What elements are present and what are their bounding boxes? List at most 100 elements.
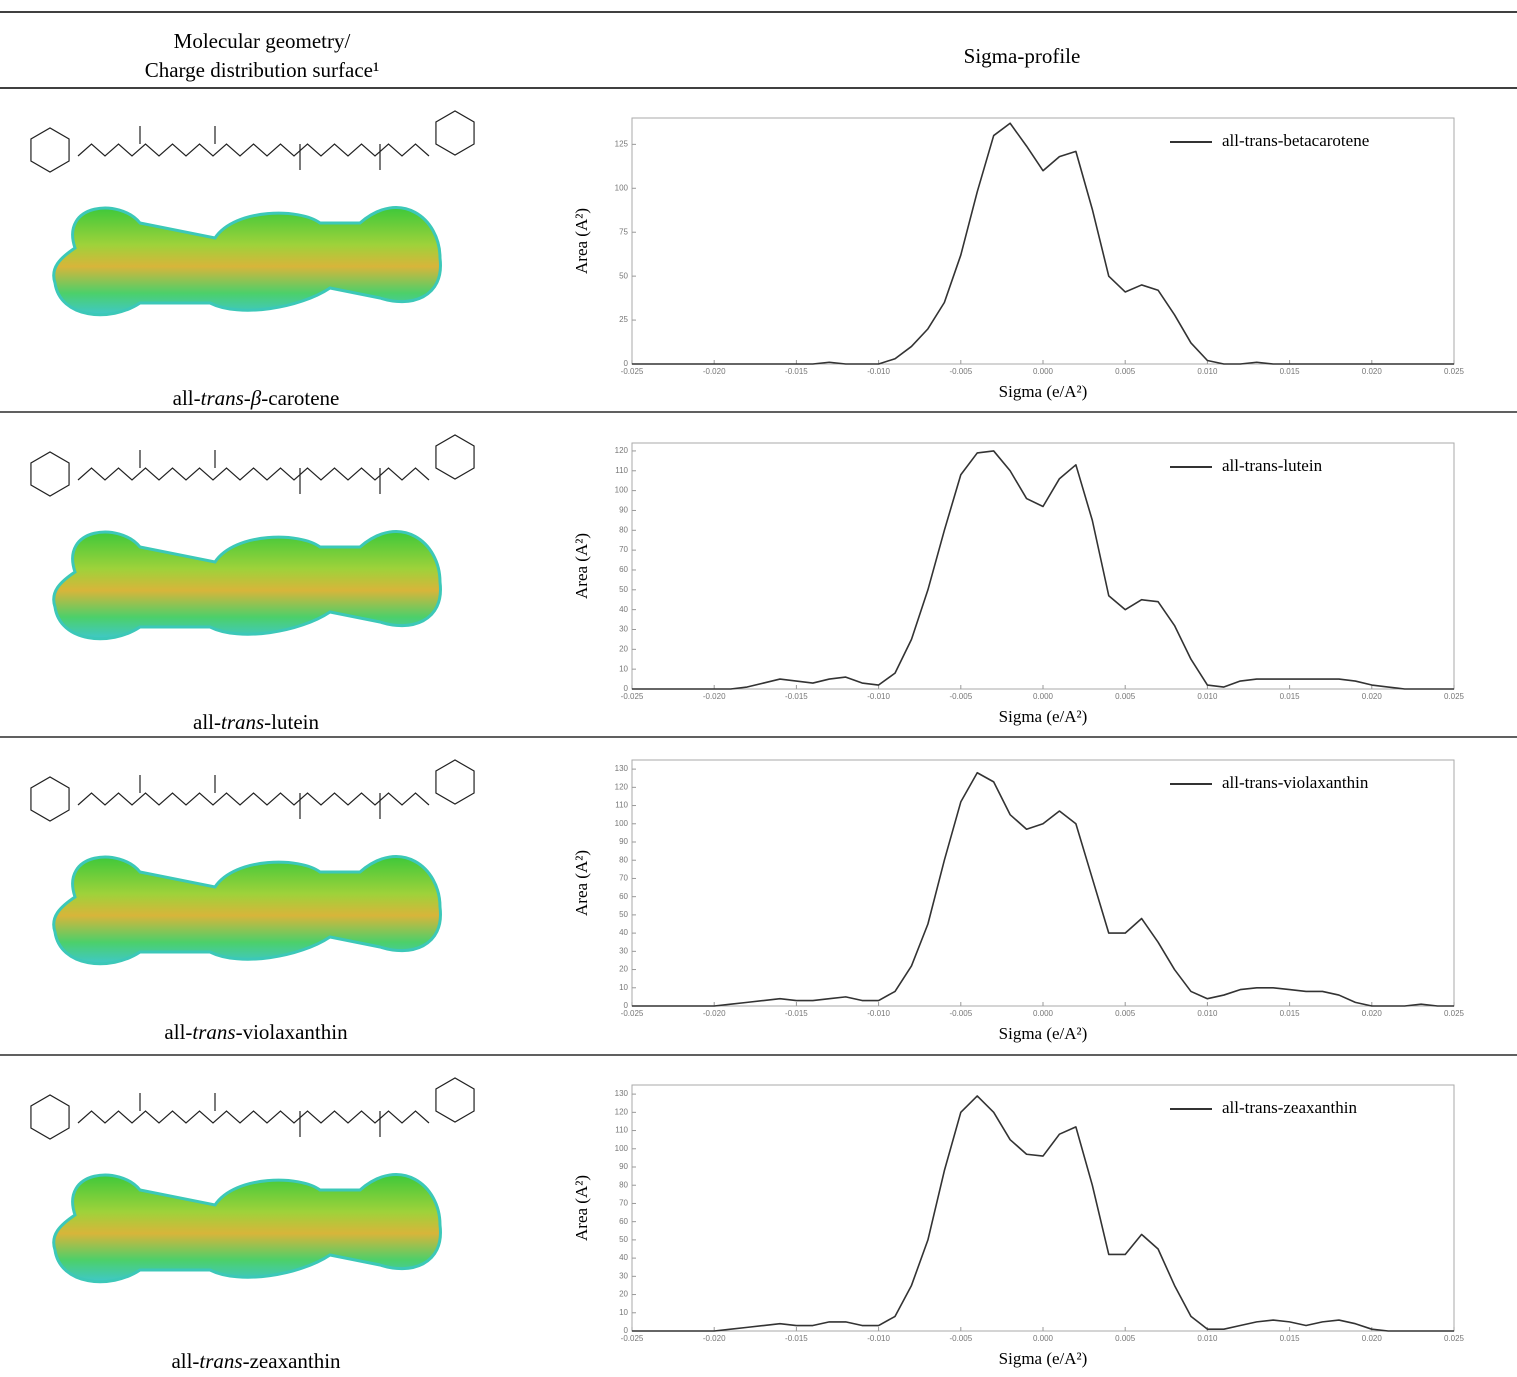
skeletal-ring (436, 111, 474, 155)
x-tick-label: 0.000 (1033, 692, 1054, 701)
x-tick-label: 0.010 (1197, 692, 1218, 701)
skeletal-ring (31, 777, 69, 821)
molecule-name-part: all- (193, 710, 221, 734)
molecule-name: all-trans-zeaxanthin (171, 1349, 341, 1373)
y-tick-label: 120 (615, 1107, 629, 1116)
x-tick-label: 0.020 (1362, 1009, 1383, 1018)
x-tick-label: 0.025 (1444, 1009, 1465, 1018)
x-tick-label: 0.020 (1362, 692, 1383, 701)
skeletal-chain (78, 144, 429, 156)
x-tick-label: 0.005 (1115, 1334, 1136, 1343)
plot-frame (632, 760, 1454, 1006)
x-tick-label: 0.010 (1197, 367, 1218, 376)
molecule-name-part: trans (199, 1349, 242, 1373)
y-tick-label: 130 (615, 1089, 629, 1098)
molecule-name-part: -violaxanthin (236, 1020, 348, 1044)
column-header: Molecular geometry/ (174, 29, 351, 53)
x-tick-label: 0.025 (1444, 692, 1465, 701)
molecule-name-part: -carotene (261, 386, 339, 410)
x-tick-label: -0.005 (949, 367, 972, 376)
series-line (632, 1096, 1454, 1331)
y-tick-label: 80 (619, 525, 628, 534)
y-tick-label: 90 (619, 837, 628, 846)
y-tick-label: 100 (615, 819, 629, 828)
x-axis-title: Sigma (e/A²) (999, 1024, 1088, 1043)
x-tick-label: 0.010 (1197, 1009, 1218, 1018)
y-tick-label: 120 (615, 446, 629, 455)
x-tick-label: -0.020 (703, 1009, 726, 1018)
skeletal-ring (436, 1078, 474, 1122)
x-tick-label: -0.010 (867, 1334, 890, 1343)
y-tick-label: 20 (619, 644, 628, 653)
x-tick-label: -0.025 (621, 367, 644, 376)
charge-surface (54, 532, 441, 639)
molecule-sketch (31, 760, 474, 964)
y-tick-label: 90 (619, 506, 628, 515)
x-axis-title: Sigma (e/A²) (999, 1349, 1088, 1368)
table-figure: Molecular geometry/ Charge distribution … (0, 0, 1517, 1377)
x-axis-title: Sigma (e/A²) (999, 707, 1088, 726)
y-tick-label: 70 (619, 874, 628, 883)
y-tick-label: 110 (615, 1126, 628, 1135)
y-axis-title: Area (A²) (572, 850, 591, 916)
x-tick-label: 0.020 (1362, 1334, 1383, 1343)
y-tick-label: 30 (619, 1271, 628, 1280)
x-tick-label: 0.005 (1115, 367, 1136, 376)
skeletal-chain (78, 1111, 429, 1123)
x-tick-label: 0.025 (1444, 1334, 1465, 1343)
molecule-name: all-trans-lutein (193, 710, 319, 734)
y-tick-label: 30 (619, 625, 628, 634)
molecule-name-part: all- (164, 1020, 192, 1044)
y-tick-label: 100 (615, 486, 629, 495)
y-tick-label: 90 (619, 1162, 628, 1171)
x-tick-label: -0.020 (703, 367, 726, 376)
x-tick-label: 0.005 (1115, 1009, 1136, 1018)
y-tick-label: 110 (615, 801, 628, 810)
y-tick-label: 60 (619, 565, 628, 574)
y-tick-label: 80 (619, 1180, 628, 1189)
y-tick-label: 10 (619, 983, 628, 992)
x-tick-label: -0.005 (949, 1334, 972, 1343)
y-tick-label: 50 (619, 1235, 628, 1244)
x-tick-label: 0.005 (1115, 692, 1136, 701)
series-line (632, 123, 1454, 364)
y-tick-label: 40 (619, 605, 628, 614)
plot-frame (632, 118, 1454, 364)
y-tick-label: 70 (619, 1199, 628, 1208)
y-axis-title: Area (A²) (572, 1175, 591, 1241)
x-tick-label: 0.010 (1197, 1334, 1218, 1343)
y-axis-title: Area (A²) (572, 208, 591, 274)
skeletal-ring (31, 1095, 69, 1139)
x-tick-label: 0.025 (1444, 367, 1465, 376)
x-tick-label: -0.005 (949, 1009, 972, 1018)
y-tick-label: 50 (619, 910, 628, 919)
x-tick-label: 0.015 (1280, 367, 1301, 376)
y-tick-label: 125 (615, 139, 629, 148)
skeletal-ring (31, 128, 69, 172)
y-tick-label: 80 (619, 855, 628, 864)
legend-label: all-trans-betacarotene (1222, 131, 1369, 150)
skeletal-chain (78, 793, 429, 805)
x-tick-label: -0.020 (703, 1334, 726, 1343)
plot-frame (632, 1085, 1454, 1331)
molecule-name-part: trans (192, 1020, 235, 1044)
molecule-name-part: all- (173, 386, 201, 410)
y-tick-label: 20 (619, 965, 628, 974)
column-header: Charge distribution surface¹ (145, 58, 380, 82)
x-tick-label: -0.020 (703, 692, 726, 701)
skeletal-ring (436, 435, 474, 479)
molecule-name: all-trans-violaxanthin (164, 1020, 348, 1044)
x-tick-label: -0.025 (621, 1009, 644, 1018)
x-tick-label: -0.010 (867, 367, 890, 376)
x-tick-label: -0.015 (785, 367, 808, 376)
y-tick-label: 25 (619, 315, 628, 324)
y-tick-label: 50 (619, 585, 628, 594)
skeletal-ring (31, 452, 69, 496)
x-tick-label: 0.015 (1280, 1334, 1301, 1343)
x-tick-label: 0.020 (1362, 367, 1383, 376)
y-tick-label: 10 (619, 1308, 628, 1317)
charge-surface (54, 857, 441, 964)
x-tick-label: 0.000 (1033, 1334, 1054, 1343)
y-tick-label: 60 (619, 1217, 628, 1226)
x-tick-label: -0.025 (621, 1334, 644, 1343)
